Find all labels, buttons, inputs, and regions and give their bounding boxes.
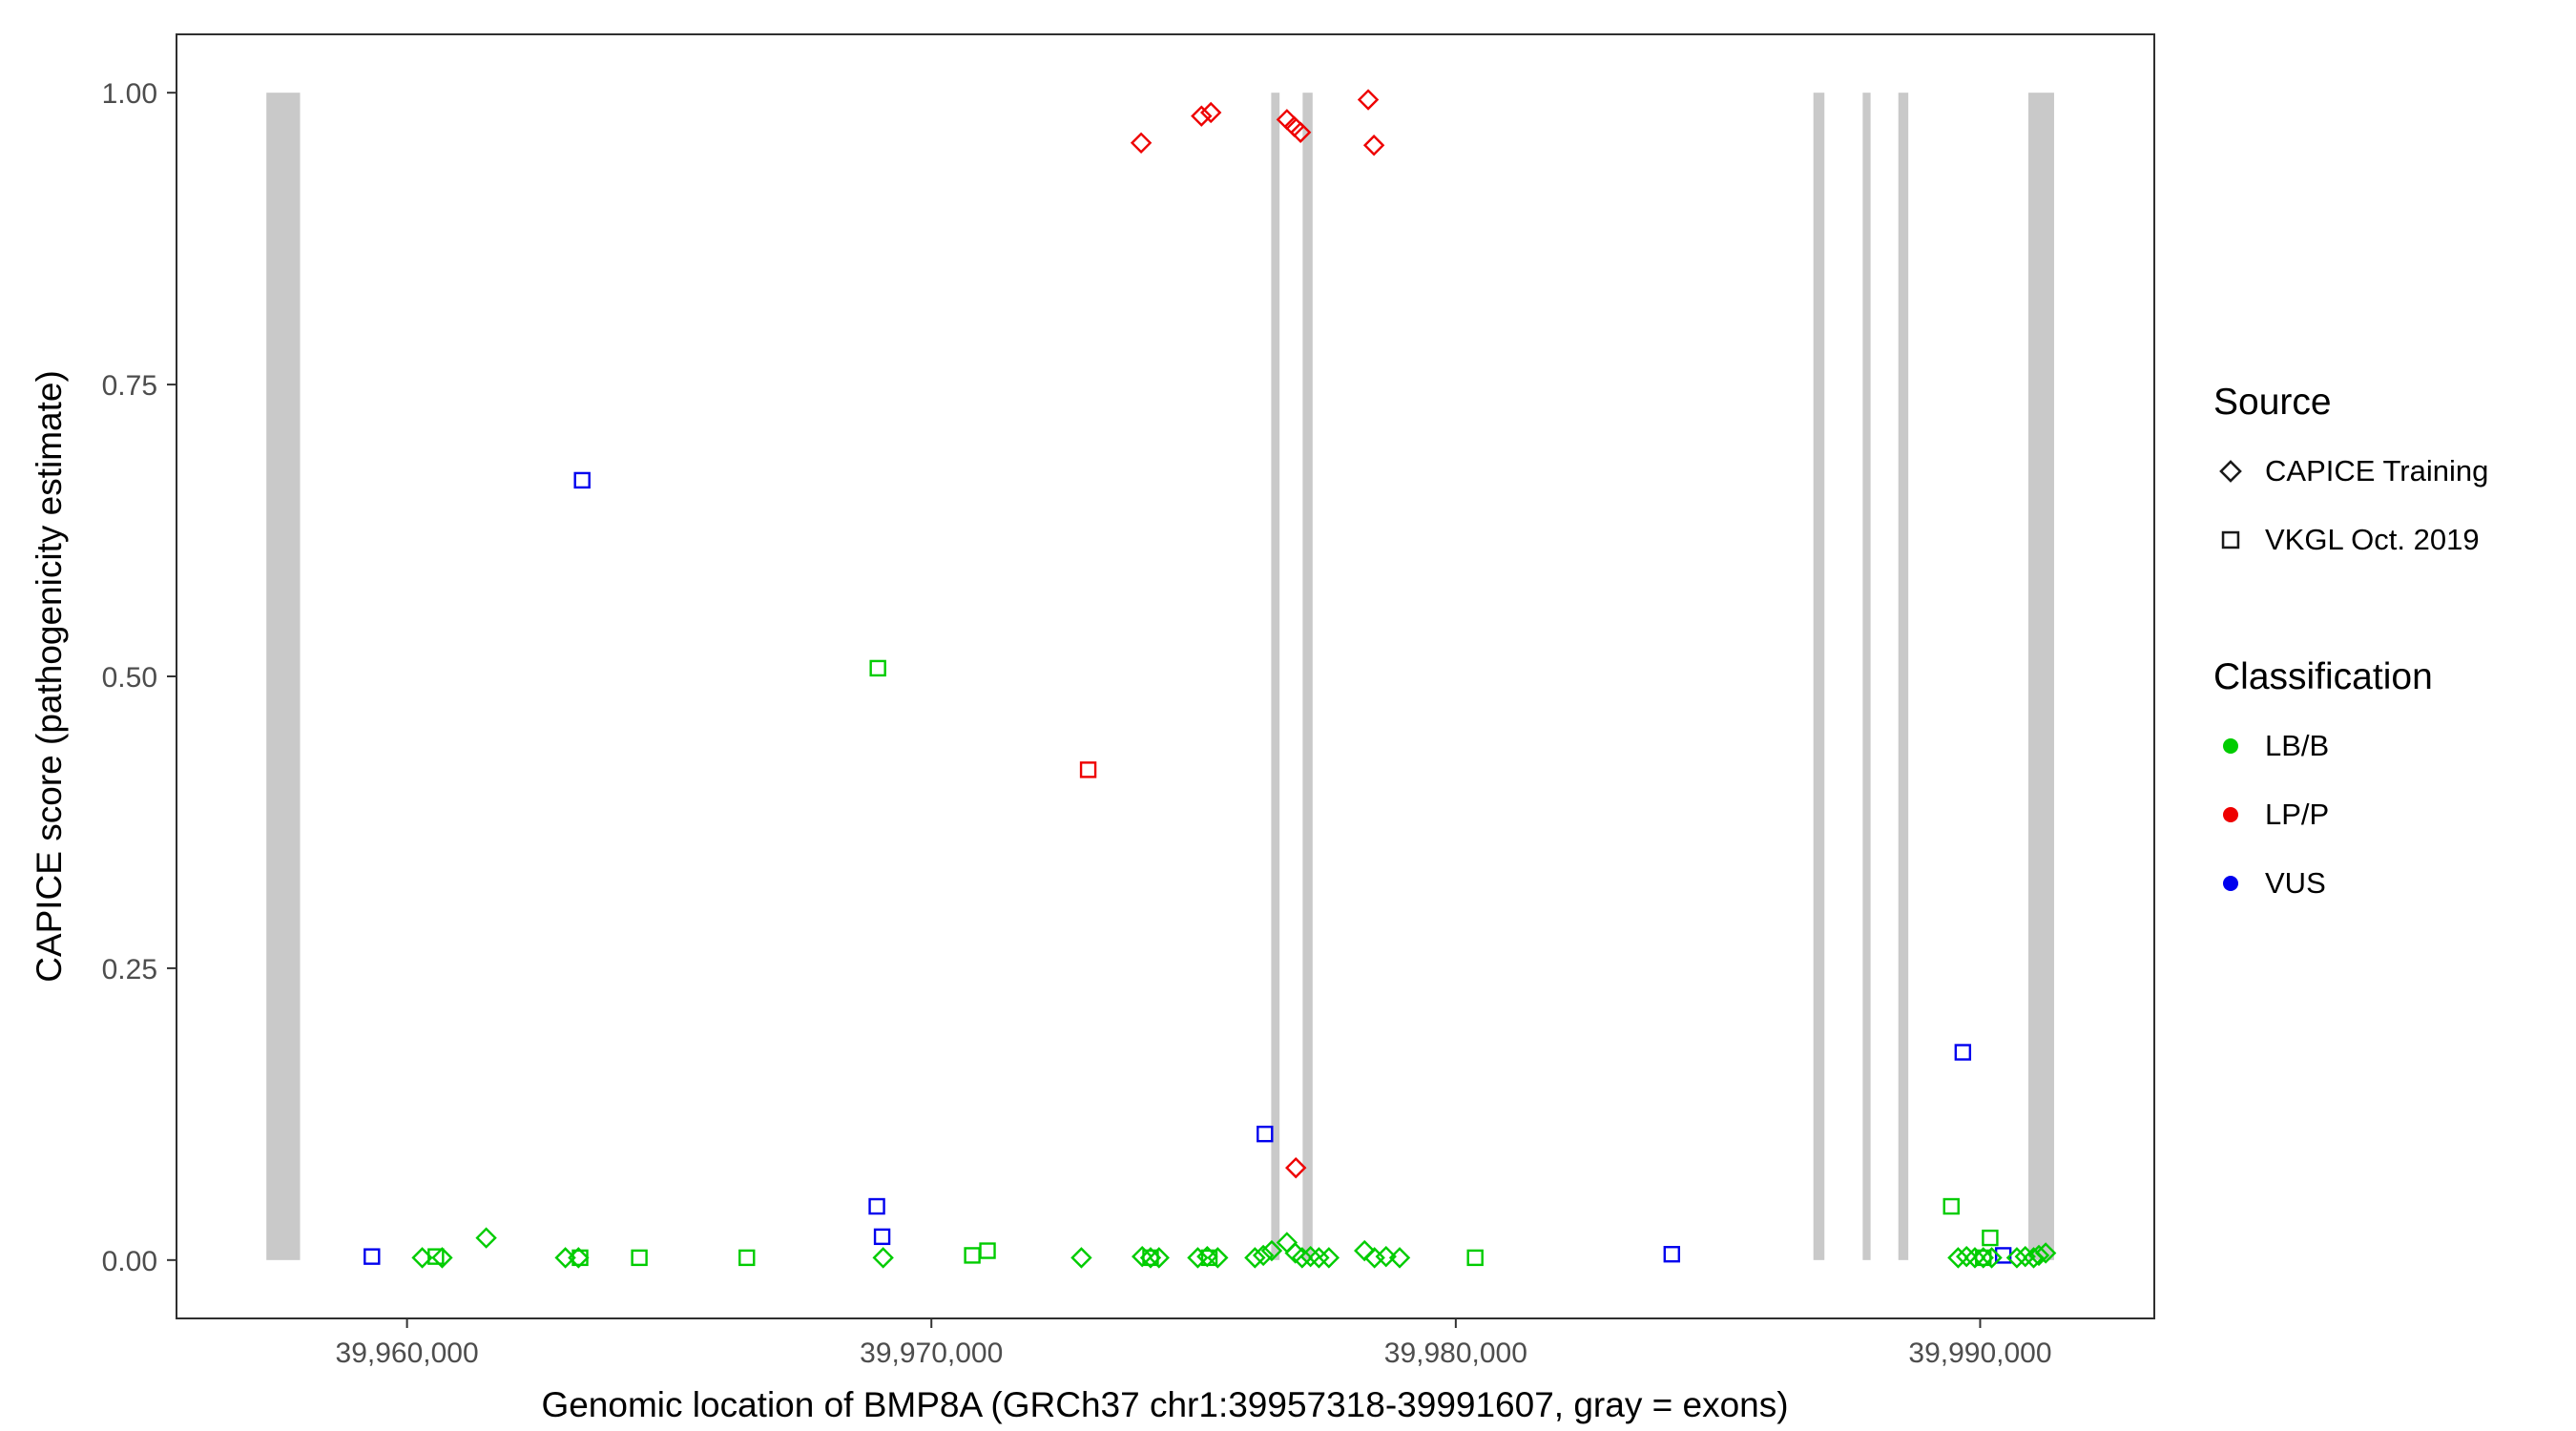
data-point-diamond: [1070, 1247, 1092, 1269]
data-point-diamond: [568, 1247, 590, 1269]
legend-label: VUS: [2265, 866, 2326, 900]
data-point-diamond: [1363, 1247, 1385, 1269]
legend-item-vkgl: VKGL Oct. 2019: [2213, 506, 2566, 574]
exon-bar: [2028, 93, 2054, 1260]
data-point-diamond: [411, 1247, 433, 1269]
data-point-diamond: [1191, 105, 1213, 127]
data-point-square: [738, 1249, 756, 1267]
exon-bar: [1862, 93, 1871, 1260]
data-point-square: [573, 471, 591, 489]
data-point-diamond: [1260, 1239, 1283, 1262]
data-point-diamond: [2005, 1247, 2028, 1269]
data-point-diamond: [1388, 1247, 1411, 1269]
x-tick-label: 39,980,000: [1384, 1338, 1527, 1369]
data-point-diamond: [1362, 135, 1385, 156]
data-point-diamond: [1148, 1247, 1170, 1269]
data-point-diamond: [475, 1227, 497, 1249]
data-point-diamond: [1285, 1156, 1307, 1179]
lpp-color-dot-icon: [2223, 807, 2238, 822]
exon-bar: [1271, 93, 1280, 1260]
vus-color-dot-icon: [2223, 876, 2238, 891]
y-tick-label: 0.25: [102, 954, 157, 985]
data-point-diamond: [2034, 1242, 2057, 1264]
legend-source-title: Source: [2213, 382, 2332, 423]
diamond-key-icon: [2219, 460, 2242, 483]
legend-label: VKGL Oct. 2019: [2265, 523, 2480, 556]
data-point-square: [979, 1242, 996, 1259]
data-point-diamond: [1252, 1244, 1275, 1267]
data-point-diamond: [1963, 1247, 1986, 1269]
data-point-diamond: [1276, 1232, 1298, 1254]
data-point-square: [1663, 1245, 1680, 1263]
legend-label: CAPICE Training: [2265, 454, 2489, 487]
exon-bar: [266, 93, 301, 1260]
data-point-square: [868, 1197, 885, 1215]
data-point-diamond: [1289, 121, 1312, 143]
data-point-diamond: [1955, 1245, 1978, 1268]
data-point-square: [1942, 1197, 1960, 1215]
legend-label: LP/P: [2265, 798, 2330, 831]
legend-item-lbb: LB/B: [2213, 712, 2566, 780]
x-tick-label: 39,960,000: [336, 1338, 479, 1369]
data-point-square: [869, 659, 886, 677]
data-point-square: [364, 1248, 381, 1265]
data-point-diamond: [1299, 1245, 1321, 1268]
legend-classification-title: Classification: [2213, 656, 2433, 697]
data-point-diamond: [1199, 101, 1222, 124]
data-point-diamond: [431, 1247, 453, 1269]
x-axis-title: Genomic location of BMP8A (GRCh37 chr1:3…: [541, 1385, 1789, 1424]
x-tick-label: 39,990,000: [1908, 1338, 2051, 1369]
data-point-diamond: [1207, 1247, 1229, 1269]
data-point-diamond: [1308, 1247, 1330, 1269]
data-point-square: [1975, 1249, 1992, 1267]
data-point-diamond: [1354, 1239, 1376, 1262]
exon-bar: [1813, 93, 1825, 1260]
legend-item-capice-training: CAPICE Training: [2213, 437, 2566, 506]
data-point-diamond: [1357, 89, 1380, 111]
data-point-diamond: [1130, 132, 1153, 154]
square-key-icon: [2221, 530, 2240, 550]
legend-item-vus: VUS: [2213, 849, 2566, 918]
exon-bar: [1302, 93, 1313, 1260]
legend: Source CAPICE Training VKGL Oct. 2019 Cl…: [2213, 382, 2566, 918]
legend-label: LB/B: [2265, 729, 2330, 762]
data-point-diamond: [1131, 1245, 1153, 1268]
legend-item-lpp: LP/P: [2213, 780, 2566, 849]
panel-border: [176, 33, 2155, 1319]
data-point-diamond: [872, 1247, 894, 1269]
data-point-diamond: [1972, 1247, 1994, 1269]
y-tick-label: 1.00: [102, 78, 157, 110]
data-point-diamond: [1947, 1247, 1969, 1269]
exon-bar: [1898, 93, 1909, 1260]
data-point-square: [1142, 1249, 1159, 1267]
data-point-square: [873, 1228, 891, 1246]
data-point-square: [1257, 1125, 1274, 1143]
data-point-diamond: [1244, 1247, 1266, 1269]
y-tick-label: 0.00: [102, 1246, 157, 1277]
y-tick-label: 0.75: [102, 370, 157, 402]
data-point-diamond: [1291, 1247, 1314, 1269]
data-point-square: [1079, 761, 1097, 778]
data-point-diamond: [554, 1247, 576, 1269]
x-tick-label: 39,970,000: [860, 1338, 1003, 1369]
y-tick-label: 0.50: [102, 662, 157, 694]
data-point-diamond: [1318, 1247, 1340, 1269]
data-point-square: [1982, 1229, 1999, 1247]
y-axis-title: CAPICE score (pathogenicity estimate): [30, 370, 69, 983]
data-point-square: [631, 1249, 648, 1267]
data-point-square: [964, 1247, 981, 1264]
lbb-color-dot-icon: [2223, 738, 2238, 754]
data-point-diamond: [2027, 1244, 2050, 1267]
data-point-diamond: [1375, 1245, 1397, 1268]
data-point-square: [1954, 1044, 1972, 1061]
data-point-diamond: [1187, 1247, 1209, 1269]
data-point-diamond: [1139, 1247, 1162, 1269]
data-point-square: [1466, 1249, 1484, 1267]
data-point-diamond: [1981, 1247, 2003, 1269]
